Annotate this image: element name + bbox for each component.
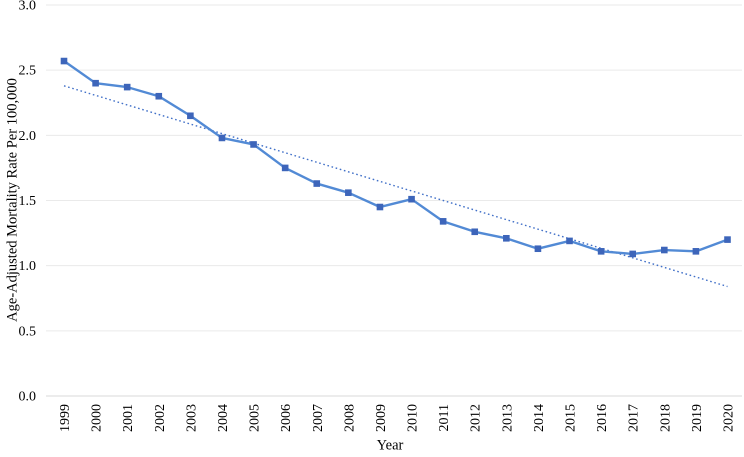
x-tick-label: 2004 bbox=[216, 404, 231, 432]
data-point-marker bbox=[123, 83, 131, 91]
x-tick-label: 2017 bbox=[627, 404, 642, 432]
data-point-marker bbox=[60, 57, 68, 65]
data-point-marker bbox=[692, 248, 700, 255]
x-tick-label: 2000 bbox=[90, 404, 105, 432]
data-point-marker bbox=[281, 164, 289, 172]
x-tick-label: 2002 bbox=[153, 404, 168, 432]
data-point-marker bbox=[439, 218, 447, 225]
y-tick-label: 1.0 bbox=[19, 259, 37, 274]
y-tick-label: 0.0 bbox=[19, 390, 37, 405]
x-tick-label: 2007 bbox=[311, 404, 326, 432]
x-tick-label: 2011 bbox=[437, 404, 452, 431]
data-point-marker bbox=[92, 79, 99, 87]
y-tick-label: 1.5 bbox=[19, 194, 37, 209]
data-point-marker bbox=[345, 189, 352, 196]
data-point-marker bbox=[187, 112, 194, 120]
x-tick-label: 2010 bbox=[406, 404, 421, 432]
data-point-marker bbox=[534, 245, 542, 253]
y-tick-label: 3.0 bbox=[19, 0, 37, 14]
data-point-marker bbox=[313, 180, 321, 187]
x-tick-label: 2006 bbox=[279, 404, 294, 432]
series-line bbox=[62, 59, 729, 256]
data-point-marker bbox=[408, 195, 415, 203]
data-point-marker bbox=[566, 237, 573, 245]
x-tick-label: 2014 bbox=[532, 404, 547, 432]
x-tick-label: 2019 bbox=[690, 404, 705, 432]
x-tick-label: 2003 bbox=[184, 404, 199, 432]
data-point-marker bbox=[629, 250, 637, 258]
x-tick-label: 2012 bbox=[469, 404, 484, 432]
trendline bbox=[63, 85, 728, 288]
data-point-marker bbox=[376, 203, 384, 211]
x-tick-label: 2005 bbox=[248, 404, 263, 432]
x-tick-label: 2016 bbox=[595, 404, 610, 432]
data-point-marker bbox=[218, 134, 226, 142]
x-tick-label: 2015 bbox=[564, 404, 579, 432]
x-tick-label: 2001 bbox=[121, 404, 136, 432]
data-point-marker bbox=[155, 92, 163, 100]
x-tick-label: 1999 bbox=[58, 404, 73, 432]
data-point-marker bbox=[250, 141, 257, 148]
data-point-marker bbox=[471, 228, 479, 236]
x-tick-label: 2008 bbox=[342, 404, 357, 432]
y-axis-title: Age-Adjusted Mortality Rate Per 100,000 bbox=[4, 78, 21, 322]
data-point-marker bbox=[503, 234, 510, 242]
y-tick-label: 2.0 bbox=[19, 129, 37, 144]
data-point-marker bbox=[724, 236, 731, 243]
x-axis-title: Year bbox=[376, 437, 404, 454]
y-tick-label: 0.5 bbox=[19, 324, 37, 339]
x-tick-label: 2013 bbox=[500, 404, 515, 432]
x-tick-label: 2009 bbox=[374, 404, 389, 432]
x-tick-label: 2020 bbox=[722, 404, 737, 432]
data-point-marker bbox=[597, 248, 605, 255]
x-tick-label: 2018 bbox=[658, 404, 673, 432]
data-point-marker bbox=[661, 246, 668, 254]
y-tick-label: 2.5 bbox=[19, 64, 37, 79]
